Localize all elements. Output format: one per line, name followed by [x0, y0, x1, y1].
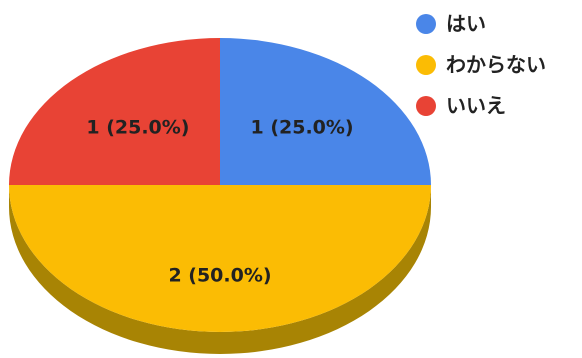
slice-label-1: 2 (50.0%) — [168, 265, 271, 287]
legend-swatch-2 — [416, 96, 436, 116]
pie-slice-0 — [220, 38, 431, 185]
pie-top — [9, 38, 431, 332]
legend-label-0: はい — [446, 12, 486, 36]
pie-slice-2 — [9, 38, 220, 185]
slice-labels: 1 (25.0%) 2 (50.0%) 1 (25.0%) — [86, 116, 353, 286]
legend-swatch-1 — [416, 55, 436, 75]
legend-label-1: わからない — [446, 53, 546, 77]
legend-swatch-0 — [416, 14, 436, 34]
slice-label-0: 1 (25.0%) — [250, 116, 353, 138]
pie-slice-1 — [9, 185, 431, 332]
slice-label-2: 1 (25.0%) — [86, 116, 189, 138]
legend-label-2: いいえ — [446, 94, 506, 118]
